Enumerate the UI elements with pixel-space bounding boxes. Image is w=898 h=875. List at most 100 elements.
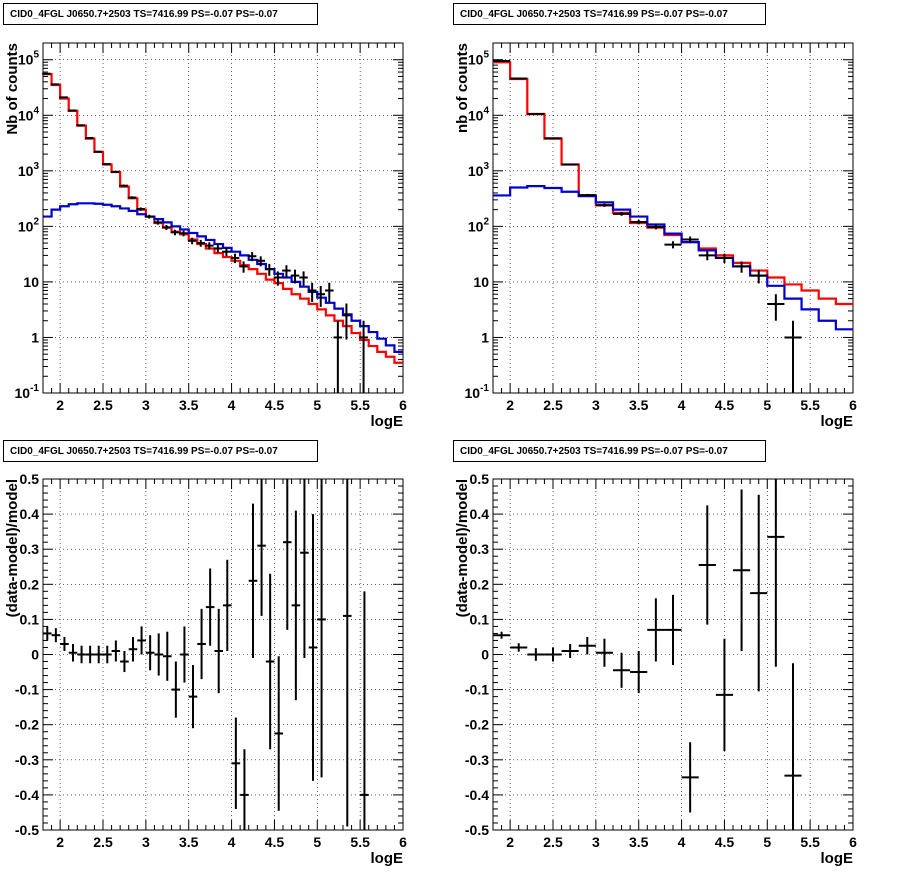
y-tick-label: 102 (468, 216, 490, 234)
x-axis-label: logE (371, 413, 404, 430)
data-point (247, 252, 257, 262)
chart-panel-1: 2 2.5 3 3.5 4 4.5 5 5.5 6 10-1 1 10 102 103 104 105 logE… (4, 42, 407, 430)
plot-frame (492, 42, 854, 394)
data-point (128, 636, 138, 662)
y-tick-label: 1 (481, 329, 489, 345)
data-point (767, 294, 785, 321)
data-point (283, 479, 292, 630)
y-tick-label: -0.3 (465, 752, 489, 768)
data-point (290, 269, 300, 284)
y-tick-label: 0.1 (470, 611, 490, 627)
data-point (196, 239, 205, 247)
data-point (171, 661, 181, 718)
data-point (316, 285, 325, 307)
y-tick-label: -0.5 (15, 822, 39, 838)
data-point (784, 320, 802, 393)
data-point (214, 608, 223, 694)
y-tick-label: 10 (23, 274, 39, 290)
x-tick-label: 5.5 (350, 397, 370, 413)
data-point (359, 320, 368, 393)
x-tick-label: 6 (399, 834, 407, 850)
data-point (273, 271, 283, 286)
data-point (230, 253, 240, 264)
chart-panel-3: 2 2.5 3 3.5 4 4.5 5 5.5 6 -0.5 -0.4 -0.3 -0.2 -0.1 0 0.… (4, 471, 407, 867)
y-axis-label: nb of counts (454, 43, 471, 133)
data-point (205, 568, 215, 646)
data-point (578, 193, 596, 197)
data-point (299, 271, 308, 286)
x-tick-label: 3.5 (179, 834, 199, 850)
x-tick-label: 5.5 (800, 397, 820, 413)
data-point (240, 749, 249, 830)
y-tick-label: -0.3 (15, 752, 39, 768)
y-tick-label: 0.2 (20, 576, 40, 592)
data-point (76, 124, 85, 127)
y-tick-label: 104 (468, 105, 490, 123)
x-tick-label: 2.5 (543, 834, 563, 850)
data-point (342, 303, 351, 340)
data-point (163, 631, 172, 681)
data-point (77, 645, 86, 664)
data-point (93, 150, 103, 153)
data-point (300, 479, 309, 659)
data-point (561, 643, 579, 659)
x-tick-label: 2 (506, 397, 514, 413)
data-point (527, 648, 545, 661)
y-tick-label: -0.2 (465, 717, 489, 733)
data-point (248, 503, 258, 659)
chart-title-3: CID0_4FGL J0650.7+2503 TS=7416.99 PS=-0.… (3, 440, 318, 462)
chart-title-4: CID0_4FGL J0650.7+2503 TS=7416.99 PS=-0.… (453, 440, 766, 462)
x-tick-label: 4.5 (715, 397, 735, 413)
y-tick-label: 0.3 (470, 541, 490, 557)
data-point (51, 628, 61, 643)
y-axis-label: (data-model)/model (4, 479, 21, 617)
data-point (187, 237, 197, 245)
data-point (265, 263, 274, 276)
y-tick-label: 1 (31, 329, 39, 345)
data-point (613, 652, 631, 688)
data-point (630, 650, 648, 694)
data-point (265, 573, 275, 750)
data-point (145, 635, 155, 671)
data-point (510, 643, 528, 652)
data-point (137, 626, 146, 655)
x-axis-label: logE (821, 850, 854, 867)
data-point (733, 261, 751, 273)
data-point (493, 631, 511, 639)
y-tick-label: -0.4 (465, 787, 489, 803)
data-point (343, 479, 352, 827)
data-point (180, 626, 189, 683)
data-point (647, 224, 665, 230)
x-tick-label: 3.5 (629, 834, 649, 850)
chart-title-2: CID0_4FGL J0650.7+2503 TS=7416.99 PS=-0.… (453, 3, 766, 25)
data-point (578, 636, 596, 655)
x-tick-label: 3 (592, 834, 600, 850)
data-point (120, 650, 129, 673)
x-tick-label: 4 (678, 834, 686, 850)
x-tick-label: 2.5 (93, 397, 113, 413)
data-point (94, 645, 103, 664)
x-tick-label: 2.5 (543, 397, 563, 413)
y-tick-label: 105 (468, 50, 490, 68)
data-point (750, 494, 768, 692)
data-point (647, 598, 665, 662)
y-tick-label: 0 (481, 647, 489, 663)
x-tick-label: 4.5 (715, 834, 735, 850)
y-axis-label: (data-model)/model (454, 479, 471, 617)
x-tick-label: 5.5 (350, 834, 370, 850)
data-point (664, 594, 682, 666)
y-tick-label: 0 (31, 647, 39, 663)
data-point (43, 626, 52, 641)
data-point (595, 638, 613, 667)
chart-panel-2: 2 2.5 3 3.5 4 4.5 5 5.5 6 10-1 1 10 102 103 104 105 logE… (454, 42, 857, 430)
data-point (239, 261, 248, 273)
y-tick-label: 103 (468, 161, 490, 179)
x-tick-label: 3 (142, 834, 150, 850)
x-axis-label: logE (821, 413, 854, 430)
data-point (257, 479, 266, 616)
x-tick-label: 3 (142, 397, 150, 413)
data-point (595, 203, 613, 207)
x-tick-label: 5.5 (800, 834, 820, 850)
data-point (767, 479, 785, 667)
data-point (85, 136, 94, 139)
